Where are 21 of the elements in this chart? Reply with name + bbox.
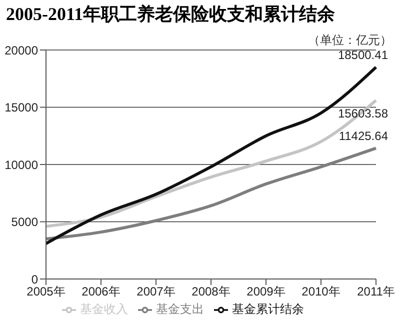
- legend-label: 基金支出: [156, 302, 204, 316]
- line-series: [44, 146, 378, 240]
- x-tick-label: 2010年: [302, 284, 340, 299]
- y-tick-label: 5000: [11, 215, 38, 230]
- data-label: 18500.41: [338, 48, 388, 62]
- y-tick-label: 15000: [4, 100, 38, 115]
- y-tick-label: 0: [31, 272, 38, 286]
- x-tick-label: 2007年: [136, 284, 176, 299]
- data-label: 15603.58: [338, 106, 388, 120]
- text: （单位：亿元）: [308, 32, 392, 49]
- x-tick-label: 2009年: [246, 284, 286, 299]
- data-label: 11425.64: [338, 129, 388, 144]
- x-tick-label: 2011年: [357, 284, 395, 299]
- x-tick-label: 2008年: [192, 284, 230, 299]
- y-tick-label: 20000: [4, 43, 38, 58]
- x-tick-label: 2005年: [26, 284, 66, 299]
- x-tick-label: 2006年: [82, 284, 120, 299]
- y-tick-label: 10000: [4, 158, 38, 172]
- legend-label: 基金收入: [80, 302, 128, 316]
- legend-label: 基金累计结余: [232, 302, 304, 316]
- chart-title: 2005-2011年职工养老保险收支和累计结余: [6, 3, 336, 26]
